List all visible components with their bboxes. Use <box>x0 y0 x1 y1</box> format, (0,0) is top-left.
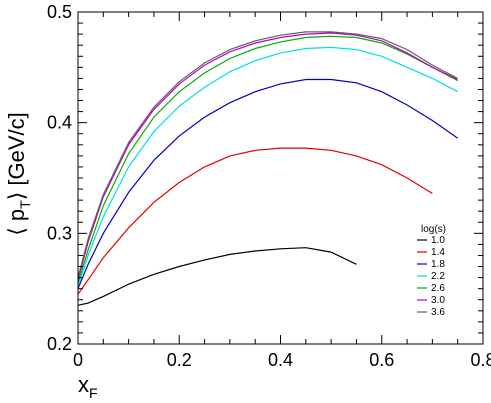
x-tick-label: 0 <box>73 350 83 370</box>
y-tick-label: 0.3 <box>47 223 72 243</box>
series-line-3.0 <box>77 32 458 280</box>
x-axis-title-main: x <box>78 372 89 397</box>
series-line-2.6 <box>77 35 458 284</box>
y-tick-label: 0.5 <box>47 2 72 22</box>
curves-layer <box>77 31 459 306</box>
legend-label-2.2: 2.2 <box>431 271 445 282</box>
series-line-1.0 <box>77 247 357 306</box>
y-axis-title: ⟨ pT⟩ [GeV/c] <box>4 112 33 236</box>
y-tick-label: 0.2 <box>47 334 72 354</box>
x-axis-title: xF <box>78 372 98 401</box>
legend-label-1.8: 1.8 <box>431 259 445 270</box>
x-tick-label: 0.6 <box>369 350 394 370</box>
x-tick-label: 0.2 <box>167 350 192 370</box>
x-tick-label: 0.8 <box>470 350 491 370</box>
series-line-3.6 <box>77 31 458 278</box>
y-tick-label: 0.4 <box>47 113 72 133</box>
ticks-layer: 0 0.2 0.4 0.6 0.80.20.30.40.5 <box>47 2 491 370</box>
legend-title: log(s) <box>421 224 446 235</box>
series-line-1.4 <box>77 147 433 295</box>
legend-label-2.6: 2.6 <box>431 283 445 294</box>
x-tick-label: 0.4 <box>268 350 293 370</box>
legend-label-3.0: 3.0 <box>431 295 445 306</box>
series-line-2.2 <box>77 46 458 287</box>
legend-label-1.4: 1.4 <box>431 247 445 258</box>
x-axis-title-sub: F <box>89 385 98 401</box>
y-axis-title-sub: T <box>17 200 33 209</box>
y-axis-title-right: ⟩ [GeV/c] <box>4 112 29 200</box>
y-axis-title-left: ⟨ p <box>4 209 29 236</box>
legend-label-3.6: 3.6 <box>431 307 445 318</box>
series-line-1.8 <box>77 78 459 289</box>
legend: log(s) 1.01.41.82.22.63.03.6 <box>417 224 446 318</box>
legend-label-1.0: 1.0 <box>431 235 445 246</box>
